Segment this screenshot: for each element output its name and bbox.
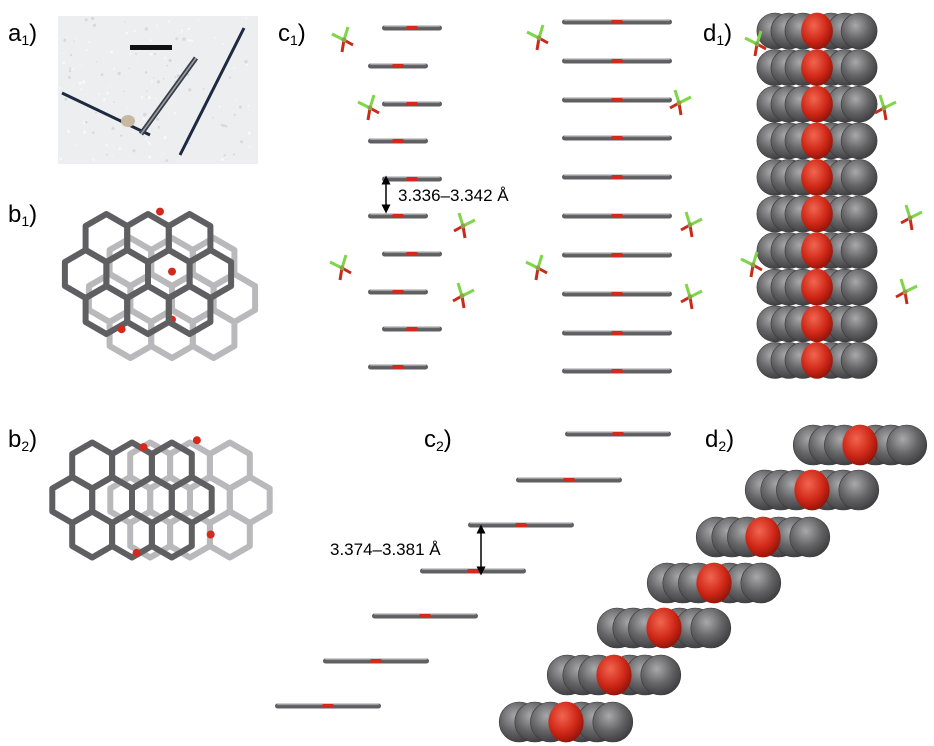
scale-bar — [130, 45, 172, 50]
crystal-needle — [61, 91, 151, 137]
molecule — [516, 477, 622, 483]
crystal-droplet — [121, 115, 135, 127]
spacefill-molecule — [646, 562, 782, 604]
molecule — [562, 135, 672, 141]
bf4-counterion — [453, 212, 476, 239]
oxygen-atom — [139, 443, 148, 452]
bf4-counterion — [329, 254, 352, 281]
molecule — [562, 19, 672, 25]
bf4-counterion — [525, 254, 548, 281]
bf4-counterion — [669, 89, 692, 116]
bf4-counterion — [452, 282, 475, 309]
panel-label-b1: b1) — [8, 201, 38, 229]
molecule — [468, 522, 574, 528]
panel-label-b2: b2) — [8, 426, 38, 454]
molecule — [562, 330, 672, 336]
distance-label-c2: 3.374–3.381 Å — [330, 540, 441, 559]
bf4-counterion — [895, 278, 918, 305]
molecule — [368, 63, 428, 69]
molecule — [562, 97, 672, 103]
molecule — [368, 364, 428, 370]
crystal-photo — [58, 16, 258, 164]
spacefill-d2 — [498, 424, 928, 743]
panel-label-d1: d1) — [703, 20, 733, 48]
bf4-counterion — [680, 283, 703, 310]
molecule — [382, 25, 442, 31]
molecule — [562, 368, 672, 374]
crystal-needle — [178, 27, 246, 156]
molecule — [368, 138, 428, 144]
molecule — [382, 176, 442, 182]
spacefill-molecule — [756, 268, 878, 306]
spacefill-molecule — [596, 607, 732, 649]
stack-c2 — [275, 431, 671, 709]
bf4-counterion — [680, 211, 703, 238]
ring-lower — [189, 307, 238, 361]
spacefill-d1 — [740, 12, 923, 379]
ring-upper — [69, 508, 116, 561]
molecule — [562, 213, 672, 219]
molecule — [565, 431, 671, 437]
panel-label-a1: a1) — [8, 20, 38, 48]
spacefill-molecule — [744, 469, 880, 511]
ring-lower — [206, 508, 253, 561]
oxygen-atom — [156, 207, 164, 216]
molecule — [382, 251, 442, 257]
spacefill-molecule — [756, 85, 878, 123]
ring-upper — [165, 283, 214, 337]
molecule — [562, 58, 672, 64]
bf4-counterion — [900, 204, 923, 231]
oxygen-atom — [117, 325, 126, 334]
molecule — [323, 658, 429, 664]
distance-label-c1: 3.336–3.342 Å — [398, 186, 509, 205]
molecule — [368, 289, 428, 295]
ring-upper — [148, 508, 195, 561]
oxygen-atom — [192, 436, 201, 445]
molecule — [562, 291, 672, 297]
overlay-b2 — [49, 436, 273, 561]
bf4-counterion — [874, 94, 897, 121]
molecule — [562, 174, 672, 180]
bf4-counterion — [357, 94, 380, 121]
panel-label-c2: c2) — [424, 426, 452, 454]
bf4-counterion — [526, 24, 549, 51]
molecule — [382, 326, 442, 332]
panel-label-c1: c1) — [278, 20, 306, 48]
photo-texture — [58, 16, 252, 163]
oxygen-atom — [132, 548, 141, 557]
panel-label-d2: d2) — [705, 426, 735, 454]
oxygen-atom — [206, 530, 215, 539]
molecule — [275, 703, 381, 709]
spacefill-molecule — [756, 159, 878, 196]
molecule — [562, 252, 672, 258]
spacefill-molecule — [756, 232, 878, 269]
bf4-counterion — [744, 30, 767, 57]
oxygen-atom — [168, 267, 176, 276]
spacefill-molecule — [756, 49, 878, 86]
molecule — [372, 613, 478, 619]
spacefill-molecule — [756, 342, 878, 379]
spacefill-molecule — [695, 516, 831, 558]
spacefill-molecule — [498, 701, 634, 743]
spacefill-molecule — [546, 654, 682, 696]
spacefill-molecule — [756, 12, 878, 50]
molecule — [382, 101, 442, 107]
spacefill-molecule — [756, 122, 878, 160]
spacefill-molecule — [792, 424, 928, 466]
spacefill-molecule — [756, 305, 878, 343]
bf4-counterion — [331, 26, 354, 53]
overlay-b1 — [61, 207, 259, 361]
stack-c1 — [329, 19, 703, 374]
molecule — [368, 213, 428, 219]
molecule — [420, 568, 526, 574]
bf4-counterion — [740, 251, 763, 278]
spacefill-molecule — [756, 195, 878, 233]
